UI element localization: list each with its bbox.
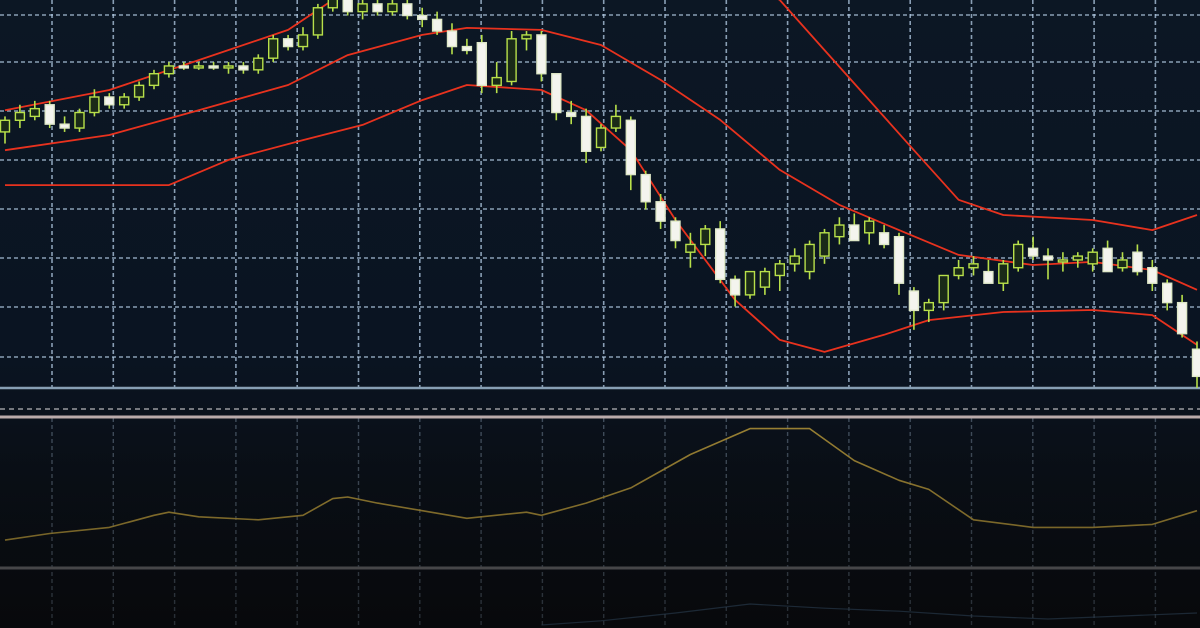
candlestick-chart (0, 0, 1200, 628)
screen-vignette (0, 0, 1200, 628)
trading-chart-screen (0, 0, 1200, 628)
